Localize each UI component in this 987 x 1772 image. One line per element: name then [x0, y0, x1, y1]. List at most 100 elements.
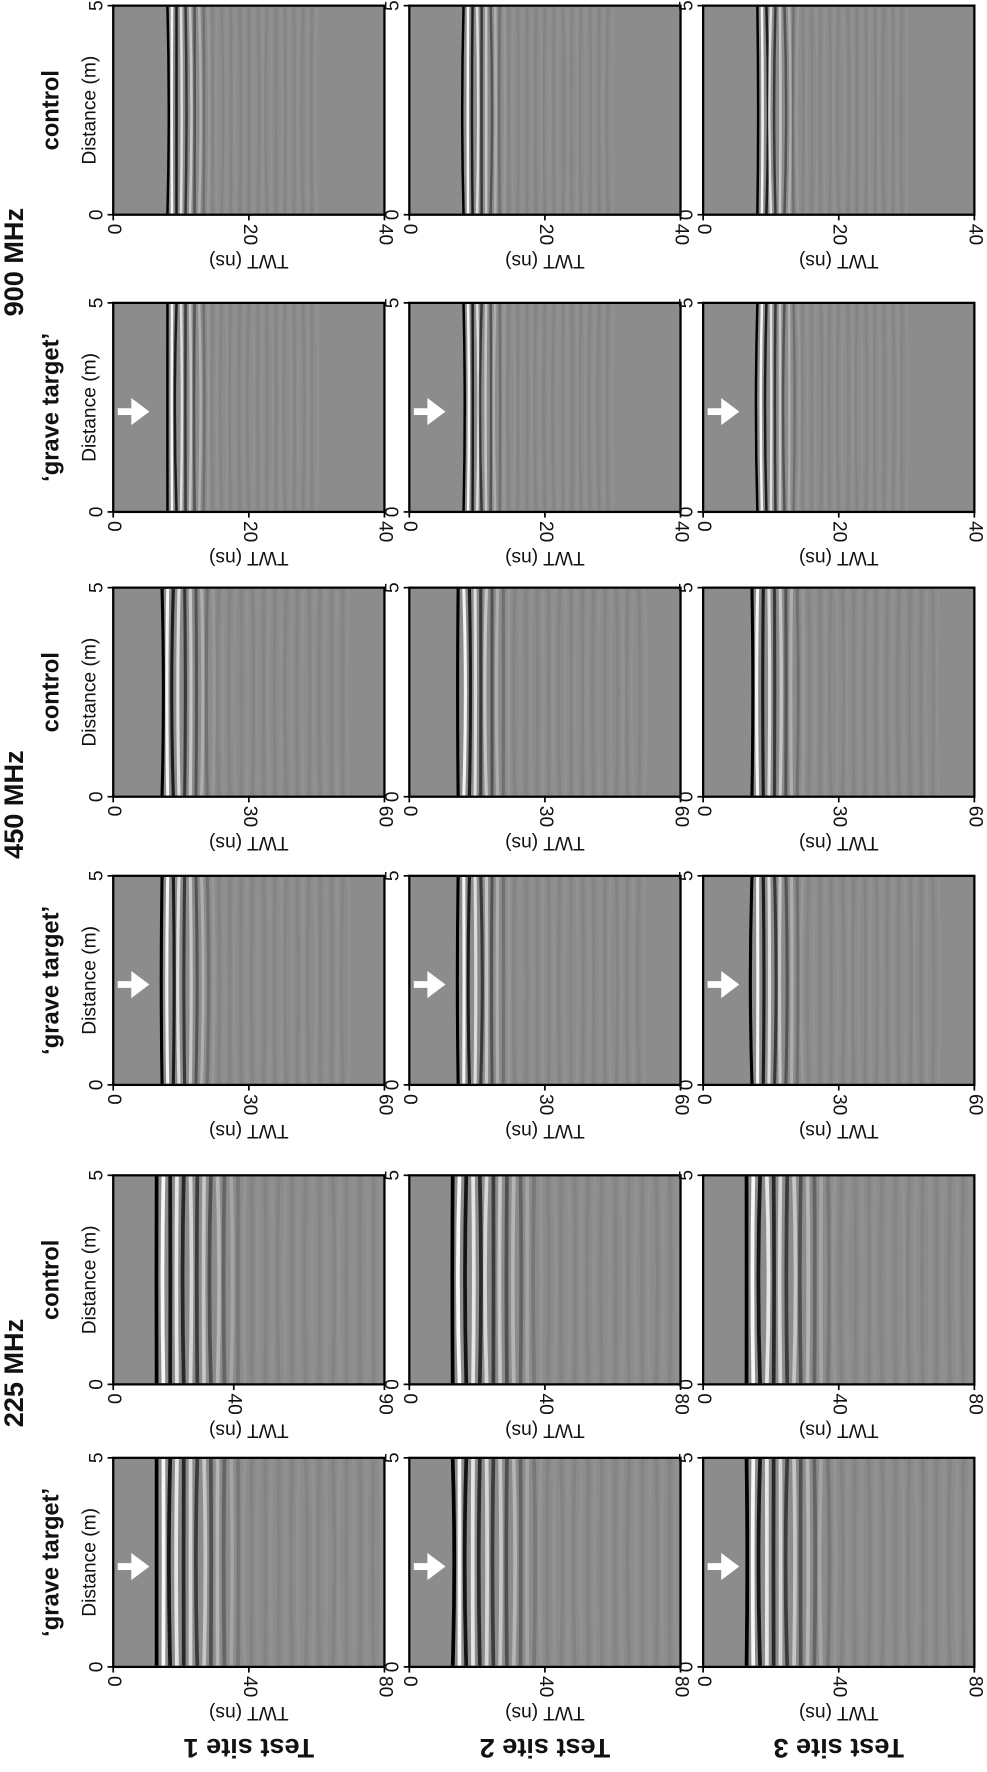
reflection: [777, 876, 782, 1084]
reflection: [532, 303, 538, 511]
reflection: [502, 6, 507, 214]
reflection: [908, 876, 914, 1084]
reflection: [270, 303, 275, 511]
reflection: [773, 876, 778, 1084]
reflection: [200, 588, 205, 796]
y-tick-label: 5: [383, 582, 404, 593]
reflection: [551, 303, 556, 511]
panel-background: [409, 875, 681, 1085]
reflection: [518, 1176, 524, 1384]
reflection: [188, 303, 193, 511]
y-axis-label: Distance (m): [80, 1508, 101, 1617]
reflection: [783, 6, 788, 214]
reflection: [364, 1176, 370, 1384]
reflection: [744, 1458, 750, 1666]
y-tick-label: 5: [86, 298, 107, 309]
reflection: [613, 1458, 618, 1666]
x-tick-label: 60: [374, 806, 395, 827]
reflection: [887, 303, 891, 511]
reflection: [303, 1458, 310, 1666]
x-tick-label: 0: [693, 224, 714, 235]
reflection: [556, 6, 560, 214]
x-tick-label: 0: [693, 806, 714, 817]
reflection: [542, 6, 547, 214]
reflection: [852, 1458, 857, 1666]
reflection: [316, 1458, 322, 1666]
radargram: [408, 4, 682, 216]
reflection: [840, 588, 846, 796]
reflection: [267, 876, 272, 1084]
x-tick-label: 0: [103, 1094, 124, 1105]
reflection: [601, 303, 605, 511]
reflection: [767, 876, 772, 1084]
reflection: [773, 303, 777, 511]
reflection: [331, 1176, 337, 1384]
reflection: [838, 1176, 844, 1384]
reflection: [497, 1176, 503, 1384]
reflection: [310, 6, 314, 214]
reflection: [887, 6, 891, 214]
reflection: [176, 588, 181, 796]
reflection: [587, 303, 592, 511]
reflection: [539, 6, 543, 214]
y-axis-label: Distance (m): [80, 638, 101, 747]
radargram: [702, 1456, 976, 1669]
reflection: [229, 6, 233, 214]
reflection: [812, 588, 817, 796]
reflection: [322, 588, 328, 796]
reflection: [890, 876, 895, 1084]
reflection: [173, 303, 178, 511]
reflection: [313, 6, 318, 214]
reflection: [885, 1176, 891, 1384]
reflection: [245, 588, 250, 796]
reflection: [229, 1176, 235, 1384]
reflection: [545, 1176, 551, 1384]
reflection: [900, 1176, 907, 1384]
reflection: [893, 1176, 898, 1384]
reflection: [592, 1458, 597, 1666]
reflection: [578, 303, 583, 511]
site-label: Test site 2: [480, 1733, 611, 1764]
reflection: [306, 303, 310, 511]
x-axis-label: TWT (ns): [799, 250, 879, 271]
reflection: [642, 876, 647, 1084]
reflection: [845, 1458, 851, 1666]
reflection: [317, 588, 322, 796]
reflection: [826, 1176, 831, 1384]
y-tick-label: 5: [676, 298, 697, 309]
column-label: control: [38, 1240, 64, 1320]
reflection: [755, 588, 760, 796]
reflection: [960, 1176, 966, 1384]
reflection: [160, 1176, 166, 1384]
reflection: [511, 876, 517, 1084]
reflection: [798, 1176, 803, 1384]
x-tick-label: 20: [829, 521, 850, 542]
reflection: [750, 1176, 756, 1384]
x-tick-label: 40: [535, 1393, 556, 1414]
reflection: [572, 1176, 578, 1384]
x-tick-label: 40: [670, 521, 691, 542]
reflection: [667, 1176, 673, 1384]
y-axis-label: Distance (m): [80, 353, 101, 462]
reflection: [165, 588, 170, 796]
reflection: [263, 1176, 268, 1384]
reflection: [618, 1458, 625, 1666]
y-tick-label: 5: [383, 1170, 404, 1181]
y-tick-label: 5: [86, 0, 107, 11]
target-arrow: [413, 970, 446, 999]
reflection: [524, 876, 529, 1084]
radargram: [112, 874, 386, 1087]
y-tick-label: 5: [86, 1170, 107, 1181]
reflection: [484, 1458, 490, 1666]
reflection: [295, 1176, 301, 1384]
reflection: [919, 876, 924, 1084]
reflection: [532, 1458, 538, 1666]
y-tick-label: 0: [86, 1379, 107, 1390]
x-axis-label: TWT (ns): [209, 1420, 289, 1441]
reflection: [456, 588, 460, 796]
x-tick-label: 0: [103, 1393, 124, 1404]
reflection: [750, 588, 755, 796]
reflection: [609, 588, 613, 796]
panel-background: [113, 587, 385, 797]
reflection: [516, 6, 520, 214]
